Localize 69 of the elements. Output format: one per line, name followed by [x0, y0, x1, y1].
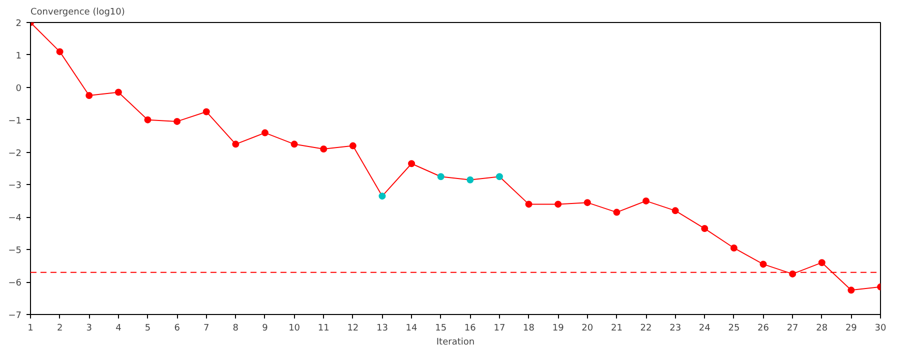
- x-tick-label: 28: [816, 324, 828, 334]
- point: [818, 259, 826, 266]
- x-tick-label: 17: [494, 324, 506, 334]
- x-tick-label: 10: [288, 324, 300, 334]
- point: [525, 200, 532, 208]
- y-tick-label: −1: [8, 116, 22, 126]
- x-tick-label: 3: [86, 324, 92, 334]
- x-tick-label: 13: [376, 324, 388, 334]
- point: [261, 129, 268, 136]
- x-tick-label: 7: [204, 324, 210, 334]
- x-axis-title: Iteration: [436, 338, 475, 348]
- y-axis-title: Convergence (log10): [30, 8, 125, 18]
- point: [378, 192, 386, 200]
- x-tick-label: 30: [874, 324, 886, 334]
- point: [408, 160, 416, 168]
- point: [584, 199, 591, 206]
- x-tick-label: 24: [698, 324, 711, 334]
- x-tick-label: 22: [640, 324, 652, 334]
- x-tick-label: 12: [347, 324, 359, 334]
- x-tick-label: 23: [670, 324, 682, 334]
- x-tick-label: 19: [552, 324, 564, 334]
- x-tick-label: 18: [523, 324, 535, 334]
- point: [437, 173, 444, 180]
- point: [114, 88, 122, 96]
- point: [174, 118, 181, 125]
- y-tick-label: −2: [8, 148, 22, 159]
- point: [642, 197, 650, 204]
- x-tick-label: 16: [464, 324, 476, 334]
- point: [496, 173, 503, 180]
- y-tick-label: −6: [8, 278, 22, 289]
- y-tick-label: −7: [8, 311, 22, 321]
- y-tick-label: −4: [8, 214, 22, 224]
- x-tick-label: 14: [406, 324, 418, 334]
- x-tick-label: 26: [758, 324, 770, 334]
- x-tick-label: 4: [116, 324, 122, 334]
- point: [290, 140, 298, 148]
- x-tick-label: 9: [262, 324, 268, 334]
- x-tick-label: 27: [786, 324, 798, 334]
- point: [349, 142, 356, 150]
- x-tick-label: 20: [582, 324, 594, 334]
- x-tick-label: 21: [610, 324, 622, 334]
- point: [701, 225, 708, 232]
- point: [56, 48, 64, 56]
- point: [232, 140, 240, 148]
- x-tick-label: 25: [728, 324, 740, 334]
- x-tick-label: 8: [232, 324, 239, 334]
- point: [86, 92, 93, 99]
- point: [144, 116, 152, 124]
- point: [848, 286, 855, 294]
- point: [730, 244, 738, 252]
- point: [202, 108, 210, 116]
- point: [554, 200, 562, 208]
- y-tick-label: −3: [8, 181, 22, 192]
- point: [760, 260, 767, 268]
- x-tick-label: 2: [56, 324, 63, 334]
- x-tick-label: 11: [318, 324, 330, 334]
- point: [613, 208, 620, 216]
- x-tick-label: 5: [144, 324, 151, 334]
- y-tick-label: 0: [16, 84, 22, 94]
- point: [320, 146, 328, 153]
- x-tick-label: 6: [174, 324, 180, 334]
- point: [672, 207, 679, 214]
- point: [466, 176, 474, 184]
- x-tick-label: 15: [435, 324, 447, 334]
- y-tick-label: 1: [16, 51, 22, 62]
- y-tick-label: −5: [8, 246, 22, 256]
- x-tick-label: 1: [28, 324, 34, 334]
- y-tick-label: 2: [16, 19, 22, 29]
- x-tick-label: 29: [845, 324, 858, 334]
